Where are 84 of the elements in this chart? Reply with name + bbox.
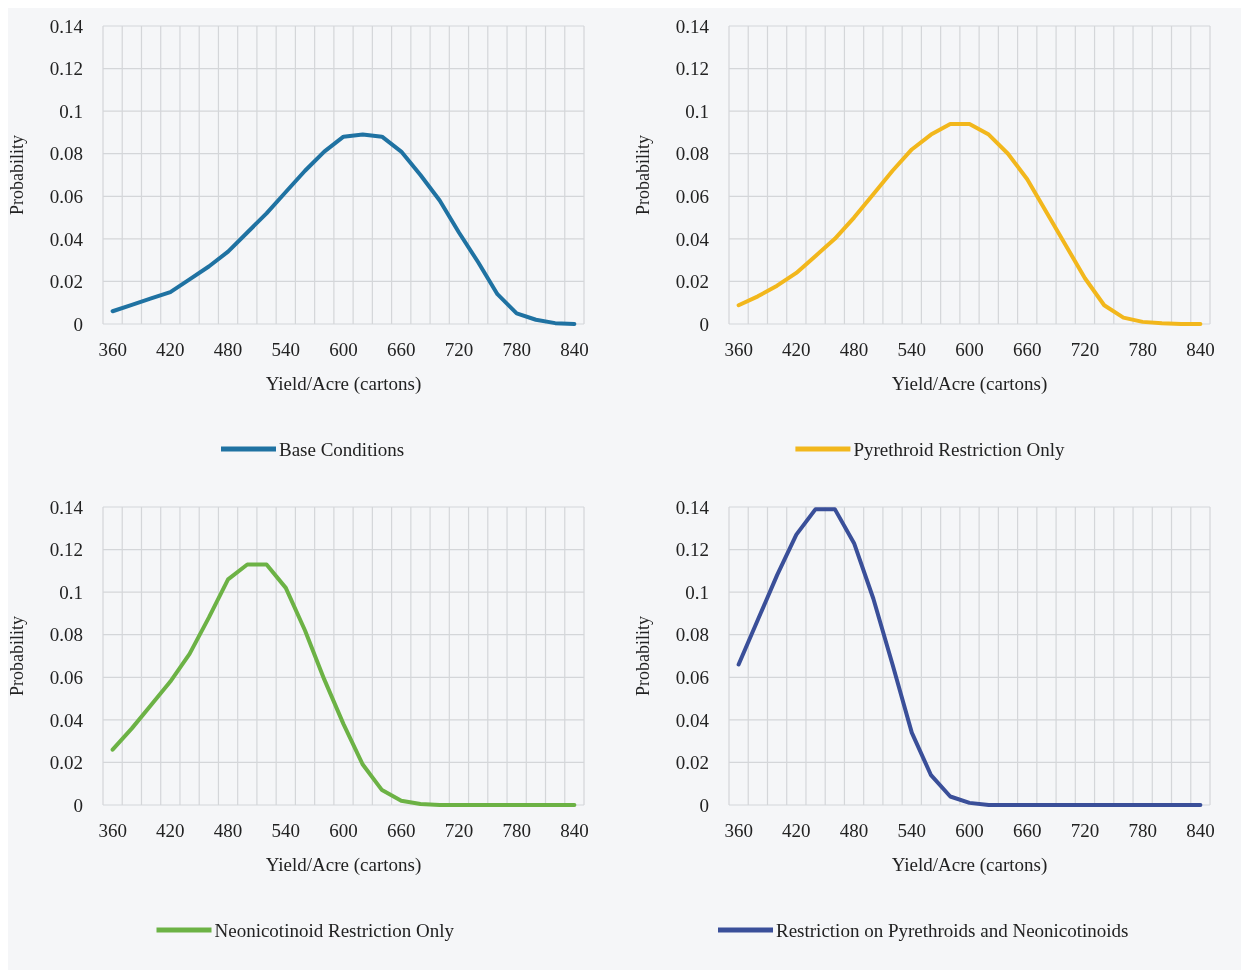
line-series: [110, 132, 577, 326]
y-tick-label: 0.08: [49, 624, 83, 646]
y-tick-label: 0.1: [59, 581, 83, 603]
y-tick-label: 0.02: [675, 752, 709, 774]
x-tick-label: 780: [1128, 339, 1157, 360]
y-tick-label: 0.1: [685, 100, 709, 122]
x-tick-label: 780: [1128, 820, 1157, 841]
y-tick-label: 0.04: [675, 709, 710, 731]
y-tick-label: 0.06: [49, 185, 83, 207]
x-tick-label: 840: [1186, 820, 1215, 841]
x-tick-label: 540: [271, 339, 301, 360]
x-tick-label: 840: [560, 820, 589, 841]
y-tick-label: 0: [699, 313, 709, 335]
y-axis-title: Probability: [7, 135, 27, 215]
y-tick-label: 0.08: [675, 624, 709, 646]
x-axis-title: Yield/Acre (cartons): [265, 854, 422, 876]
x-axis-title: Yield/Acre (cartons): [891, 373, 1048, 395]
x-tick-label: 600: [329, 339, 358, 360]
x-tick-label: 480: [839, 339, 869, 360]
x-tick-label: 600: [955, 820, 984, 841]
y-tick-label: 0.02: [49, 271, 83, 293]
y-tick-label: 0.1: [59, 100, 83, 122]
x-axis-title: Yield/Acre (cartons): [891, 854, 1048, 876]
y-tick-label: 0.08: [675, 143, 709, 165]
x-tick-label: 780: [502, 820, 531, 841]
x-tick-label: 420: [782, 820, 811, 841]
x-tick-label: 420: [156, 820, 185, 841]
x-tick-label: 720: [444, 820, 474, 841]
x-tick-label: 840: [1186, 339, 1215, 360]
y-tick-label: 0.04: [49, 228, 84, 250]
legend-label: Base Conditions: [279, 438, 405, 460]
x-tick-label: 660: [386, 339, 416, 360]
y-tick-label: 0.14: [49, 15, 84, 37]
y-tick-label: 0.06: [49, 666, 83, 688]
x-tick-label: 720: [1070, 339, 1100, 360]
x-tick-label: 540: [897, 339, 927, 360]
x-tick-label: 360: [724, 339, 753, 360]
y-tick-label: 0.04: [49, 709, 84, 731]
legend-label: Neonicotinoid Restriction Only: [214, 919, 455, 941]
line-series: [736, 507, 1203, 807]
x-tick-label: 360: [98, 820, 127, 841]
y-tick-label: 0.06: [675, 185, 709, 207]
y-tick-label: 0.12: [49, 539, 83, 561]
y-tick-label: 0.1: [685, 581, 709, 603]
x-tick-label: 720: [444, 339, 474, 360]
x-tick-label: 600: [329, 820, 358, 841]
legend-label: Restriction on Pyrethroids and Neonicotinoids: [776, 919, 1129, 941]
y-tick-label: 0.04: [675, 228, 710, 250]
y-axis-title: Probability: [633, 616, 653, 696]
x-tick-label: 480: [213, 820, 243, 841]
x-tick-label: 480: [213, 339, 243, 360]
x-tick-label: 660: [1012, 820, 1042, 841]
y-axis-title: Probability: [633, 135, 653, 215]
y-tick-label: 0.12: [675, 539, 709, 561]
x-tick-label: 480: [839, 820, 869, 841]
x-tick-label: 660: [386, 820, 416, 841]
y-tick-label: 0.12: [49, 58, 83, 80]
x-axis-title: Yield/Acre (cartons): [265, 373, 422, 395]
x-tick-label: 420: [782, 339, 811, 360]
y-tick-label: 0.14: [49, 496, 84, 518]
x-tick-label: 840: [560, 339, 589, 360]
x-tick-label: 420: [156, 339, 185, 360]
legend-label: Pyrethroid Restriction Only: [853, 438, 1065, 460]
x-tick-label: 720: [1070, 820, 1100, 841]
x-tick-label: 600: [955, 339, 984, 360]
x-tick-label: 660: [1012, 339, 1042, 360]
y-tick-label: 0: [699, 794, 709, 816]
y-tick-label: 0: [73, 313, 83, 335]
x-tick-label: 360: [98, 339, 127, 360]
y-tick-label: 0: [73, 794, 83, 816]
y-tick-label: 0.12: [675, 58, 709, 80]
y-tick-label: 0.06: [675, 666, 709, 688]
line-series: [110, 562, 577, 807]
x-tick-label: 360: [724, 820, 753, 841]
y-axis-title: Probability: [7, 616, 27, 696]
x-tick-label: 780: [502, 339, 531, 360]
y-tick-label: 0.02: [675, 271, 709, 293]
y-tick-label: 0.14: [675, 15, 710, 37]
y-tick-label: 0.02: [49, 752, 83, 774]
line-series: [736, 121, 1203, 326]
y-tick-label: 0.14: [675, 496, 710, 518]
y-tick-label: 0.08: [49, 143, 83, 165]
x-tick-label: 540: [897, 820, 927, 841]
x-tick-label: 540: [271, 820, 301, 841]
